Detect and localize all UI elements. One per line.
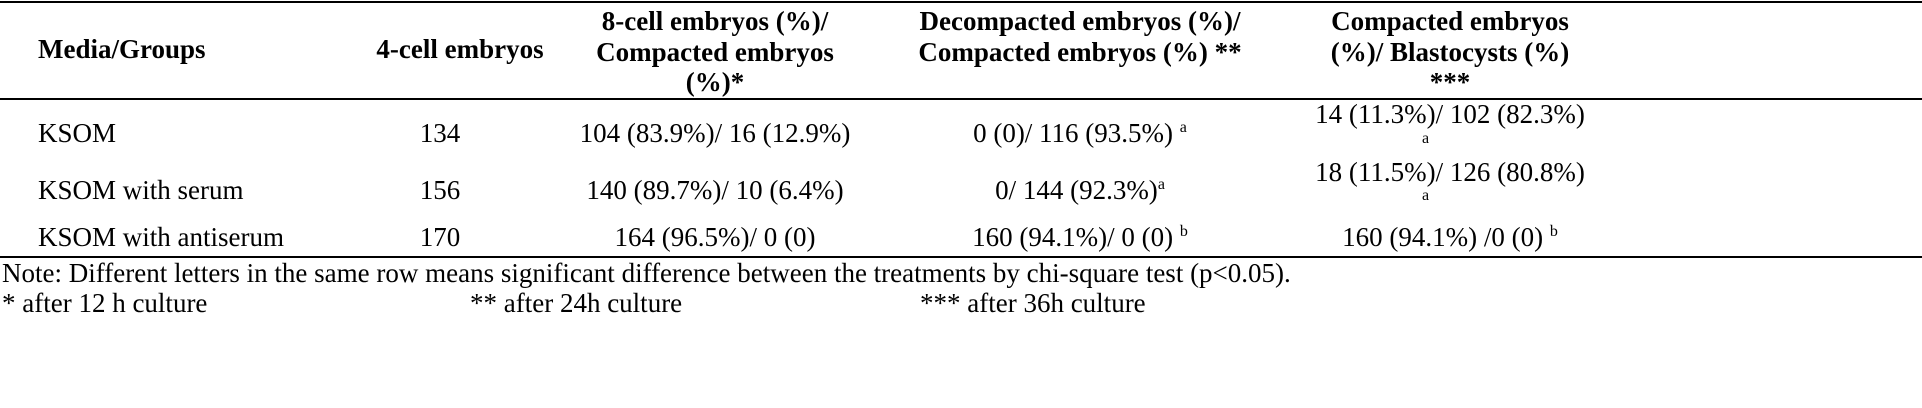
table-note: Note: Different letters in the same row …	[2, 258, 1291, 288]
cell-eight-cell: 164 (96.5%)/ 0 (0)	[614, 222, 816, 252]
significance-letter: a	[1179, 119, 1187, 136]
cell-eight-cell: 140 (89.7%)/ 10 (6.4%)	[586, 175, 844, 205]
cell-decompacted: 0 (0)/ 116 (93.5%) a	[973, 118, 1187, 148]
header-eight-cell-line1: 8-cell embryos (%)/	[601, 6, 829, 36]
table-bottom-rule	[0, 256, 1922, 258]
header-decompacted-line2: Compacted embryos (%) **	[918, 37, 1242, 67]
header-blastocyst-line1: Compacted embryos	[1331, 6, 1569, 36]
header-media-groups: Media/Groups	[38, 34, 206, 64]
significance-letter: b	[1549, 223, 1558, 240]
significance-letter: a	[1157, 176, 1165, 193]
header-blastocyst-line3: ***	[1429, 67, 1471, 97]
significance-letter: a	[1422, 187, 1430, 204]
cell-decompacted: 160 (94.1%)/ 0 (0) b	[972, 222, 1188, 252]
header-eight-cell-line3: (%)*	[685, 67, 745, 97]
cell-blastocyst: 160 (94.1%) /0 (0) b	[1342, 222, 1558, 252]
table-header-rule	[0, 98, 1922, 100]
footnote-24h: ** after 24h culture	[470, 288, 683, 318]
cell-blastocyst: 14 (11.3%)/ 102 (82.3%)	[1315, 99, 1585, 129]
significance-letter: a	[1422, 130, 1430, 147]
header-four-cell: 4-cell embryos	[376, 34, 544, 64]
footnote-12h: * after 12 h culture	[2, 288, 208, 318]
cell-four-cell: 170	[419, 222, 461, 252]
cell-four-cell: 134	[419, 118, 461, 148]
cell-decompacted: 0/ 144 (92.3%)a	[995, 175, 1165, 205]
cell-group: KSOM with serum	[38, 175, 244, 205]
cell-four-cell: 156	[419, 175, 461, 205]
cell-group: KSOM with antiserum	[38, 222, 284, 252]
header-decompacted-line1: Decompacted embryos (%)/	[919, 6, 1241, 36]
cell-blastocyst: 18 (11.5%)/ 126 (80.8%)	[1315, 157, 1585, 187]
cell-group: KSOM	[38, 118, 117, 148]
significance-letter: b	[1179, 223, 1188, 240]
footnote-36h: *** after 36h culture	[920, 288, 1146, 318]
header-eight-cell-line2: Compacted embryos	[596, 37, 834, 67]
table-top-rule	[0, 1, 1922, 3]
header-blastocyst-line2: (%)/ Blastocysts (%)	[1330, 37, 1570, 67]
cell-eight-cell: 104 (83.9%)/ 16 (12.9%)	[579, 118, 851, 148]
